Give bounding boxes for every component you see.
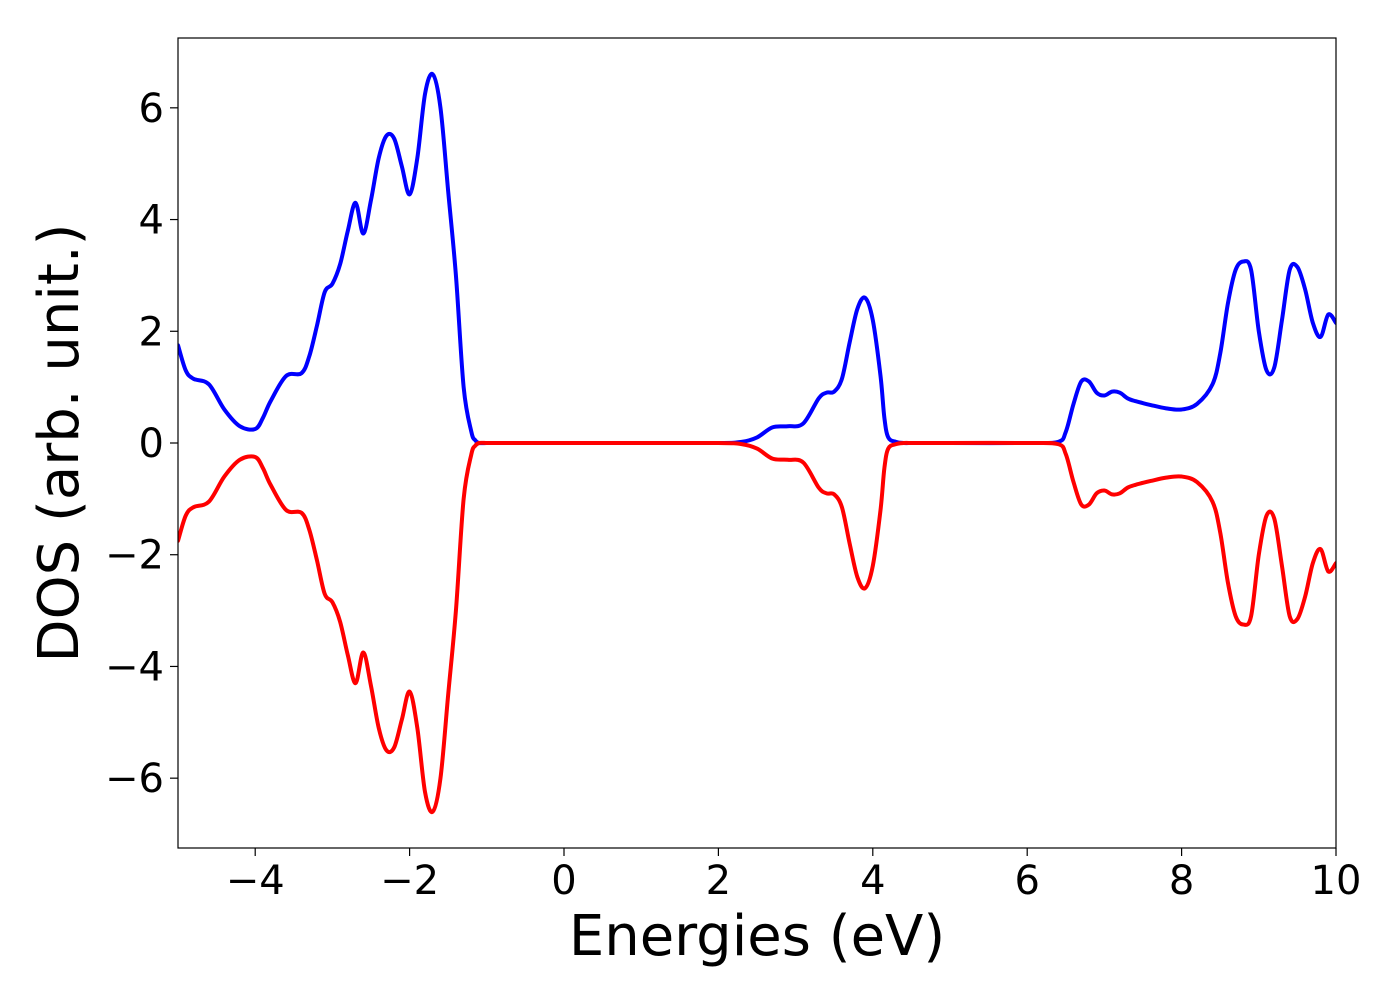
series-line-spin-up — [178, 71, 1336, 446]
x-tick-label: −2 — [380, 858, 439, 904]
y-axis-ticks: −6 −4 −2 0 2 4 6 — [105, 86, 178, 802]
x-axis-label: Energies (eV) — [569, 904, 945, 969]
y-axis-label: DOS (arb. unit.) — [27, 223, 92, 662]
x-tick-label: 2 — [706, 858, 731, 904]
series-layer — [178, 71, 1336, 815]
x-tick-label: 10 — [1311, 858, 1362, 904]
x-axis-ticks: −4 −2 0 2 4 6 8 10 — [226, 848, 1362, 904]
x-tick-label: −4 — [226, 858, 285, 904]
x-tick-label: 4 — [860, 858, 885, 904]
y-tick-label: 6 — [139, 86, 164, 132]
plot-frame — [177, 37, 1337, 849]
series-line-spin-down — [178, 440, 1336, 815]
y-tick-label: 0 — [139, 421, 164, 467]
y-tick-label: −6 — [105, 756, 164, 802]
x-tick-label: 6 — [1014, 858, 1039, 904]
y-tick-label: 4 — [139, 198, 164, 244]
y-tick-label: −4 — [105, 644, 164, 690]
y-tick-label: 2 — [139, 309, 164, 355]
x-tick-label: 0 — [551, 858, 576, 904]
x-tick-label: 8 — [1169, 858, 1194, 904]
y-tick-label: −2 — [105, 533, 164, 579]
